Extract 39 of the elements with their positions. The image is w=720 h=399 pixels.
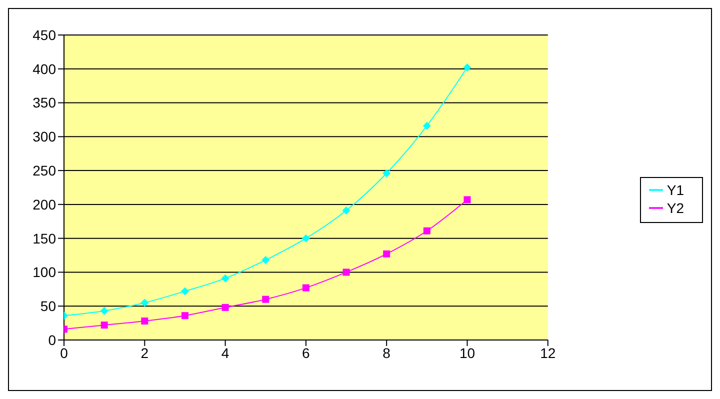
x-tick-label: 2 (140, 344, 149, 361)
y-tick-label: 0 (48, 332, 56, 348)
point (464, 196, 471, 204)
y-tick-label: 350 (32, 94, 56, 111)
y-tick-label: 50 (40, 298, 56, 314)
point (342, 268, 350, 276)
y-tick-label: 250 (32, 162, 56, 179)
x-tick-label: 4 (221, 344, 230, 361)
point (342, 206, 350, 215)
y-tick-label: 100 (32, 264, 56, 280)
point (100, 322, 108, 329)
point (382, 169, 391, 178)
point (423, 227, 430, 234)
legend-label: Y2 (666, 200, 684, 216)
x-tick-label: 6 (302, 344, 310, 361)
point (222, 304, 229, 311)
point (100, 306, 108, 315)
x-tick-label: 8 (382, 344, 391, 361)
point (302, 234, 310, 242)
y-tick-label: 400 (32, 60, 56, 77)
y-tick-label: 300 (32, 128, 56, 145)
point (463, 64, 472, 72)
point (140, 298, 149, 307)
point (422, 122, 431, 130)
legend-label: Y1 (666, 182, 684, 198)
point (180, 287, 189, 296)
x-tick-label: 10 (459, 344, 476, 361)
x-tick-label: 0 (60, 344, 68, 361)
point (141, 318, 148, 325)
y-tick-label: 450 (32, 26, 56, 43)
point (262, 256, 270, 264)
point (262, 296, 270, 303)
y-tick-label: 150 (32, 230, 56, 246)
point (221, 274, 230, 282)
x-tick-label: 12 (540, 344, 556, 361)
point (181, 312, 188, 320)
y-tick-label: 200 (32, 196, 56, 212)
point (383, 250, 390, 258)
point (302, 284, 310, 292)
